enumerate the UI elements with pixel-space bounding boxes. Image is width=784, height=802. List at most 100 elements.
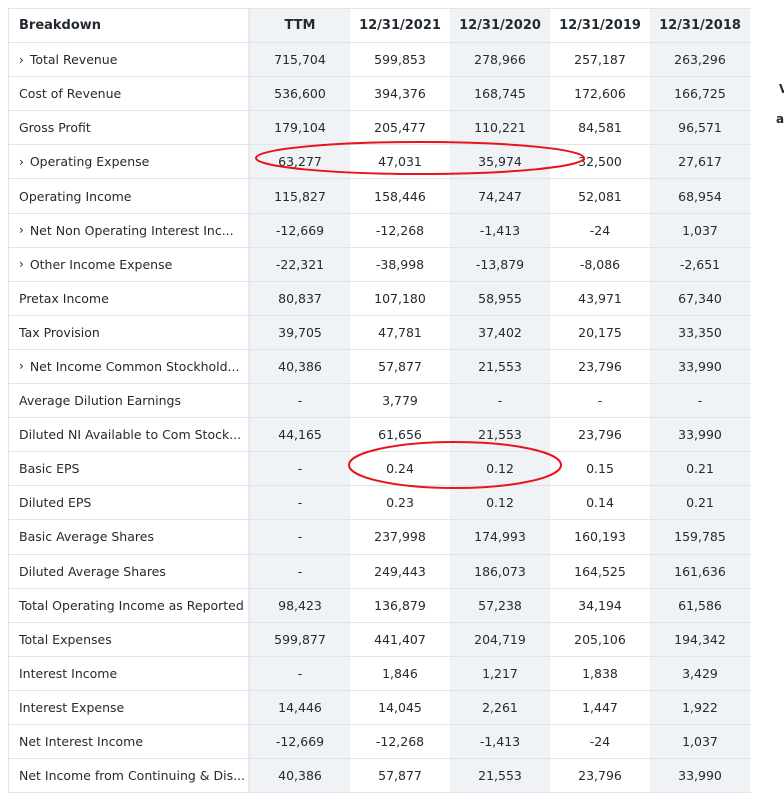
table-row: Gross Profit 179,104 205,477 110,221 84,581 9… [9, 111, 751, 146]
value-cell: 1,447 [582, 699, 618, 715]
row-label: Basic Average Shares [19, 529, 154, 545]
value-cell: -22,321 [250, 247, 350, 281]
value-cell: 63,277 [250, 145, 350, 179]
value-cell: 249,443 [374, 563, 426, 579]
table-row: Average Dilution Earnings - 3,779 - - - [9, 384, 751, 419]
value-cell: 20,175 [578, 324, 622, 340]
table-row: Diluted NI Available to Com Stock... 44,1… [9, 418, 751, 453]
value-cell: - [250, 486, 350, 520]
value-cell: 599,877 [250, 622, 350, 656]
value-cell: 74,247 [450, 179, 550, 213]
value-cell: -38,998 [375, 256, 425, 272]
table-row: Total Expenses 599,877 441,407 204,719 205,1… [9, 622, 751, 657]
header-column: 12/31/2020 [450, 9, 550, 43]
table-row: Operating Income 115,827 158,446 74,247 52,0… [9, 179, 751, 214]
value-cell: 0.21 [650, 486, 750, 520]
value-cell: 168,745 [450, 77, 550, 111]
value-cell: - [250, 554, 350, 588]
value-cell: 35,974 [450, 145, 550, 179]
row-label: Basic EPS [19, 461, 80, 477]
table-header-row: Breakdown TTM 12/31/2021 12/31/2020 12/31/2… [9, 9, 751, 44]
value-cell: 47,031 [378, 154, 422, 170]
value-cell: 166,725 [650, 77, 750, 111]
value-cell: 23,796 [578, 768, 622, 784]
value-cell: 0.12 [450, 452, 550, 486]
value-cell: 136,879 [374, 597, 426, 613]
table-row: Diluted Average Shares - 249,443 186,073 164… [9, 554, 751, 589]
value-cell: 23,796 [578, 427, 622, 443]
value-cell: 14,446 [250, 690, 350, 724]
row-label-cell: Pretax Income [9, 281, 250, 315]
row-label: Diluted EPS [19, 495, 92, 511]
value-cell: 57,238 [450, 588, 550, 622]
value-cell: 1,846 [382, 665, 418, 681]
chevron-right-icon[interactable]: › [19, 359, 24, 374]
value-cell: 47,781 [378, 324, 422, 340]
chevron-right-icon[interactable]: › [19, 154, 24, 169]
row-label: Interest Expense [19, 699, 125, 715]
value-cell: -12,669 [250, 724, 350, 759]
value-cell: 98,423 [250, 588, 350, 622]
value-cell: 33,990 [650, 349, 750, 384]
value-cell: - [450, 384, 550, 418]
value-cell: 1,838 [582, 665, 618, 681]
value-cell: 32,500 [578, 154, 622, 170]
value-cell: 40,386 [250, 349, 350, 384]
value-cell: 441,407 [374, 631, 426, 647]
value-cell: 21,553 [450, 349, 550, 384]
row-label-cell: Interest Expense [9, 690, 250, 724]
row-label-cell[interactable]: › Other Income Expense [9, 247, 250, 281]
table-row: Diluted EPS - 0.23 0.12 0.14 0.21 [9, 486, 751, 521]
value-cell: 40,386 [250, 759, 350, 793]
value-cell: 158,446 [374, 188, 426, 204]
row-label-cell[interactable]: › Total Revenue [9, 43, 250, 77]
value-cell: 43,971 [578, 290, 622, 306]
value-cell: -1,413 [450, 213, 550, 247]
row-label: Diluted NI Available to Com Stock... [19, 427, 242, 443]
row-label: Diluted Average Shares [19, 563, 166, 579]
row-label: Cost of Revenue [19, 86, 122, 102]
chevron-right-icon[interactable]: › [19, 52, 24, 67]
row-label: Total Revenue [29, 52, 118, 68]
row-label-cell: Operating Income [9, 179, 250, 213]
row-label: Net Non Operating Interest Inc... [29, 222, 234, 238]
row-label-cell[interactable]: › Operating Expense [9, 145, 250, 179]
value-cell: 0.21 [650, 452, 750, 486]
chevron-right-icon[interactable]: › [19, 257, 24, 272]
table-row: Basic Average Shares - 237,998 174,993 160,1… [9, 520, 751, 555]
row-label-cell: Total Operating Income as Reported [9, 588, 250, 622]
row-label: Total Expenses [19, 631, 112, 647]
value-cell: 257,187 [574, 52, 626, 68]
value-cell: 1,217 [450, 656, 550, 690]
row-label-cell[interactable]: › Net Non Operating Interest Inc... [9, 213, 250, 247]
value-cell: -8,086 [579, 256, 621, 272]
row-label: Other Income Expense [29, 256, 173, 272]
value-cell: 21,553 [450, 759, 550, 793]
value-cell: 57,877 [378, 358, 422, 374]
value-cell: 37,402 [450, 315, 550, 349]
row-label-cell: Average Dilution Earnings [9, 384, 250, 418]
header-column: 12/31/2021 [359, 18, 441, 34]
chevron-right-icon[interactable]: › [19, 223, 24, 238]
row-label-cell[interactable]: › Net Income Common Stockhold... [9, 349, 250, 384]
value-cell: 237,998 [374, 529, 426, 545]
value-cell: 58,955 [450, 281, 550, 315]
value-cell: 68,954 [650, 179, 750, 213]
value-cell: - [597, 393, 603, 409]
row-label-cell: Diluted Average Shares [9, 554, 250, 588]
value-cell: 23,796 [578, 358, 622, 374]
value-cell: 278,966 [450, 43, 550, 77]
value-cell: 61,586 [650, 588, 750, 622]
value-cell: 0.14 [586, 495, 614, 511]
value-cell: 34,194 [578, 597, 622, 613]
table-row: Pretax Income 80,837 107,180 58,955 43,971 67… [9, 281, 751, 316]
value-cell: 179,104 [250, 111, 350, 145]
value-cell: 115,827 [250, 179, 350, 213]
table-row: Net Interest Income -12,669 -12,268 -1,413 -… [9, 724, 751, 760]
value-cell: -24 [589, 222, 611, 238]
value-cell: -12,268 [375, 222, 425, 238]
value-cell: 21,553 [450, 418, 550, 452]
value-cell: 0.24 [386, 461, 414, 477]
value-cell: -13,879 [450, 247, 550, 281]
value-cell: 44,165 [250, 418, 350, 452]
